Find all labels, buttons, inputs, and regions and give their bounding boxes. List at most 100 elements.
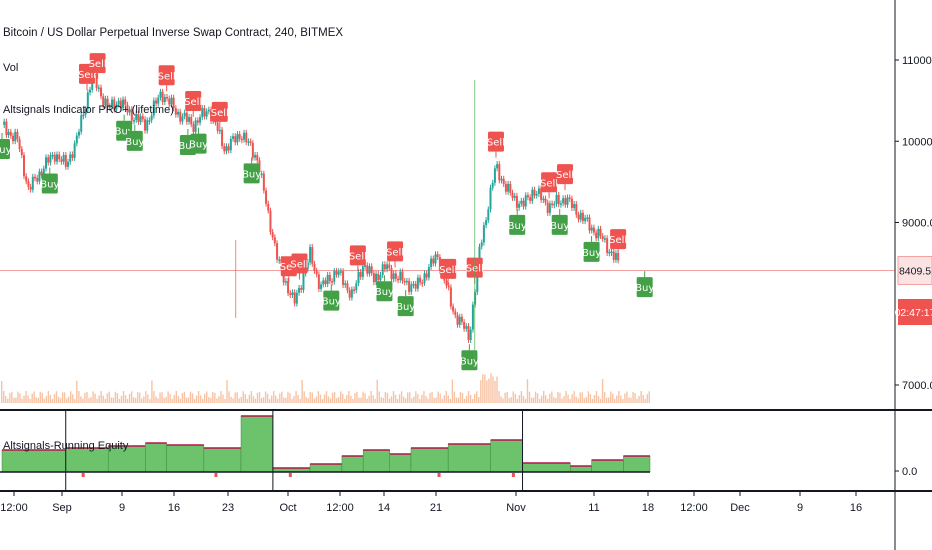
candle — [597, 228, 600, 239]
candle — [177, 111, 180, 115]
volume-bar — [476, 391, 478, 403]
time-tick-label: 12:00 — [0, 502, 28, 514]
candle — [18, 139, 21, 150]
candle — [216, 122, 219, 131]
volume-bar — [309, 392, 311, 403]
candle — [397, 278, 400, 281]
volume-bar — [248, 394, 251, 403]
candle — [29, 186, 32, 190]
candle — [584, 217, 587, 222]
volume-bar — [465, 396, 468, 403]
candle — [291, 292, 294, 295]
buy-label: Buy — [508, 221, 527, 232]
candle — [265, 190, 268, 204]
candle — [416, 277, 419, 289]
volume-bar — [228, 391, 230, 403]
candle — [5, 121, 8, 136]
candle — [542, 198, 545, 201]
candle — [201, 108, 204, 118]
candle — [262, 173, 265, 191]
volume-bar — [419, 398, 421, 403]
candle — [82, 114, 85, 117]
candle — [447, 285, 450, 288]
candle — [62, 155, 65, 162]
candle — [445, 280, 448, 286]
buy-marker-box — [376, 281, 393, 302]
candle — [42, 168, 45, 176]
volume-bar — [283, 397, 285, 403]
volume-bar — [506, 392, 508, 403]
candle — [137, 113, 140, 122]
equity-area — [0, 411, 651, 490]
volume-bar — [435, 397, 437, 403]
candle — [520, 200, 523, 204]
volume-bar — [220, 391, 222, 403]
volume-bar — [575, 396, 577, 403]
volume-bar — [114, 391, 117, 403]
volume-bar — [471, 398, 474, 403]
volume-bar — [587, 391, 590, 403]
candle — [254, 155, 257, 158]
volume-bar — [189, 391, 192, 403]
time-tick-label: 9 — [119, 502, 125, 514]
volume-bar — [350, 395, 352, 403]
candle — [236, 134, 239, 143]
volume-bar — [258, 391, 261, 403]
candle — [509, 183, 512, 193]
volume-bar — [193, 398, 196, 403]
candle — [144, 119, 147, 131]
volume-bar — [169, 393, 171, 403]
candle — [412, 283, 415, 286]
volume-bar — [547, 398, 549, 403]
volume-bar — [289, 393, 291, 403]
volume-bar — [285, 397, 287, 403]
candle — [218, 129, 221, 132]
candle — [606, 238, 609, 254]
candle — [548, 203, 551, 213]
volume-bar — [500, 396, 502, 403]
volume-bar — [577, 398, 579, 403]
volume-bar — [195, 395, 198, 403]
candle — [555, 194, 558, 204]
candle — [335, 271, 338, 275]
candle — [562, 198, 565, 204]
buy-label: Buy — [635, 283, 654, 294]
sell-signal: Sell — [540, 172, 558, 199]
sell-label: Sell — [280, 262, 298, 273]
candle — [111, 99, 114, 107]
candle — [383, 264, 386, 270]
sell-label: Sell — [540, 178, 558, 189]
volume-bar — [185, 397, 188, 403]
volume-bar — [67, 396, 70, 403]
candle — [601, 235, 604, 239]
candle — [260, 173, 263, 176]
buy-label: Buy — [460, 356, 479, 367]
volume-bar — [620, 395, 622, 403]
candle — [271, 231, 274, 238]
volume-bar — [234, 392, 236, 403]
volume-bar — [335, 398, 338, 403]
candle — [115, 104, 118, 110]
candle — [386, 264, 389, 270]
equity-step — [623, 455, 651, 473]
buy-signal: Buy — [550, 208, 569, 235]
sell-label: Sell — [184, 97, 202, 108]
candle — [256, 155, 259, 161]
candle — [276, 243, 279, 260]
buy-label: Buy — [0, 145, 12, 156]
candle — [130, 109, 133, 121]
volume-bar — [264, 391, 267, 403]
candle — [317, 274, 320, 289]
volume-bar — [354, 393, 356, 403]
buy-label: Buy — [125, 137, 144, 148]
candle — [12, 135, 15, 142]
candle — [117, 100, 120, 105]
candle — [392, 273, 395, 280]
volume-bar — [498, 391, 500, 403]
volume-bar — [303, 391, 305, 403]
volume-bar — [337, 397, 340, 403]
candle — [192, 124, 195, 132]
volume-bar — [163, 398, 165, 403]
sell-label: Sell — [556, 170, 574, 181]
